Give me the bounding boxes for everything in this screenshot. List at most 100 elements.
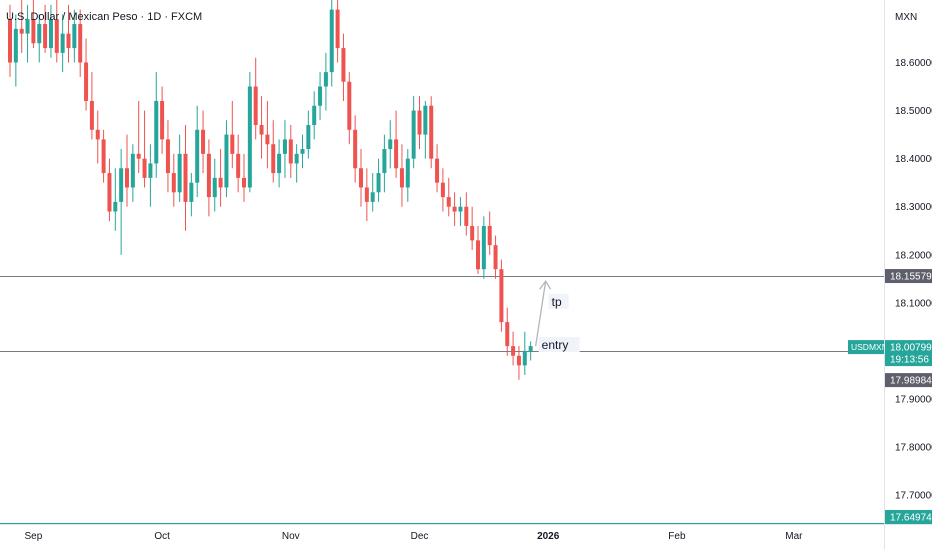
candle [382,134,387,193]
candle-body [370,192,375,202]
candle [19,0,24,53]
candle-body [388,139,393,150]
candle [277,139,282,188]
candle-body [43,24,48,49]
candle-body [312,105,317,125]
y-tick-label: 17.90000 [895,395,932,406]
candle [312,91,317,140]
candle-body [136,153,141,159]
candle-body [435,158,440,183]
candle-body [95,129,100,140]
candle-body [107,173,112,212]
candle-body [458,206,463,212]
candle [405,149,410,202]
candle [95,110,100,164]
candle-body [487,225,492,246]
candle-body [493,245,498,270]
candle [294,144,299,183]
candle-body [470,225,475,241]
candle [177,134,182,202]
candle-body [165,139,170,174]
last-price-label: 18.00799 [890,343,932,354]
tp-arrow-line[interactable] [535,281,547,347]
candle [37,14,42,63]
candle-body [130,153,135,188]
symbol-badge [848,340,884,355]
candle-body [481,225,486,270]
candle [148,144,153,207]
candle [429,96,434,169]
candle [499,259,504,332]
y-tick-label: 17.70000 [895,491,932,502]
candle [101,129,106,183]
candle [206,139,211,217]
candle [446,177,451,217]
candle [329,0,334,87]
candle [201,110,206,174]
candle [113,168,118,231]
candle-body [528,346,533,351]
candle-body [60,33,65,53]
candle [136,100,141,174]
candle [435,144,440,193]
candle-body [364,187,369,202]
candle-body [394,139,399,169]
y-tick-label: 18.60000 [895,58,932,69]
candle [230,100,235,169]
candle-body [218,177,223,188]
candle [247,72,252,193]
candle [306,110,311,159]
candle [399,144,404,207]
candle-body [516,355,521,366]
y-tick-label: 18.30000 [895,202,932,213]
x-tick-label: Nov [282,531,300,542]
candle [130,144,135,202]
candle-body [25,19,30,34]
candle [353,115,358,183]
candle-body [440,182,445,198]
candle [458,197,463,226]
countdown-label: 19:13:56 [890,355,929,366]
candle-body [341,48,346,82]
candle [411,96,416,169]
candle-body [271,144,276,174]
candle-body [476,240,480,270]
x-tick-label: Mar [785,531,803,542]
candle [224,120,229,198]
candle [25,4,30,63]
candle-body [84,62,89,101]
tp-arrow-head [539,280,552,290]
candle [54,0,59,63]
candle-body [236,153,241,178]
candle-body [253,86,258,125]
last-price-badge [885,340,932,367]
candle-body [347,81,352,130]
candle [470,206,475,250]
candle [125,134,129,207]
candle [195,105,200,198]
candle [376,158,381,202]
candle [388,120,393,169]
candle [522,331,527,375]
candle [107,158,112,222]
candle-body [195,129,200,183]
candle-body [323,72,328,87]
candle-body [329,9,334,73]
price-badge-line-label: 18.15579 [890,272,932,283]
candle-body [446,197,451,207]
candle [78,9,83,77]
candle-body [89,100,94,130]
annotation-bg-entry [538,337,580,353]
candle [189,173,194,217]
annotation-tp[interactable]: tp [552,295,562,309]
candle-body [282,139,287,154]
candle [212,158,217,212]
candle [323,52,328,111]
candle [271,120,276,183]
annotation-entry[interactable]: entry [542,338,569,352]
candle-body [148,163,153,178]
candle [259,96,264,159]
candle-body [37,24,42,44]
candle-body [300,149,305,154]
